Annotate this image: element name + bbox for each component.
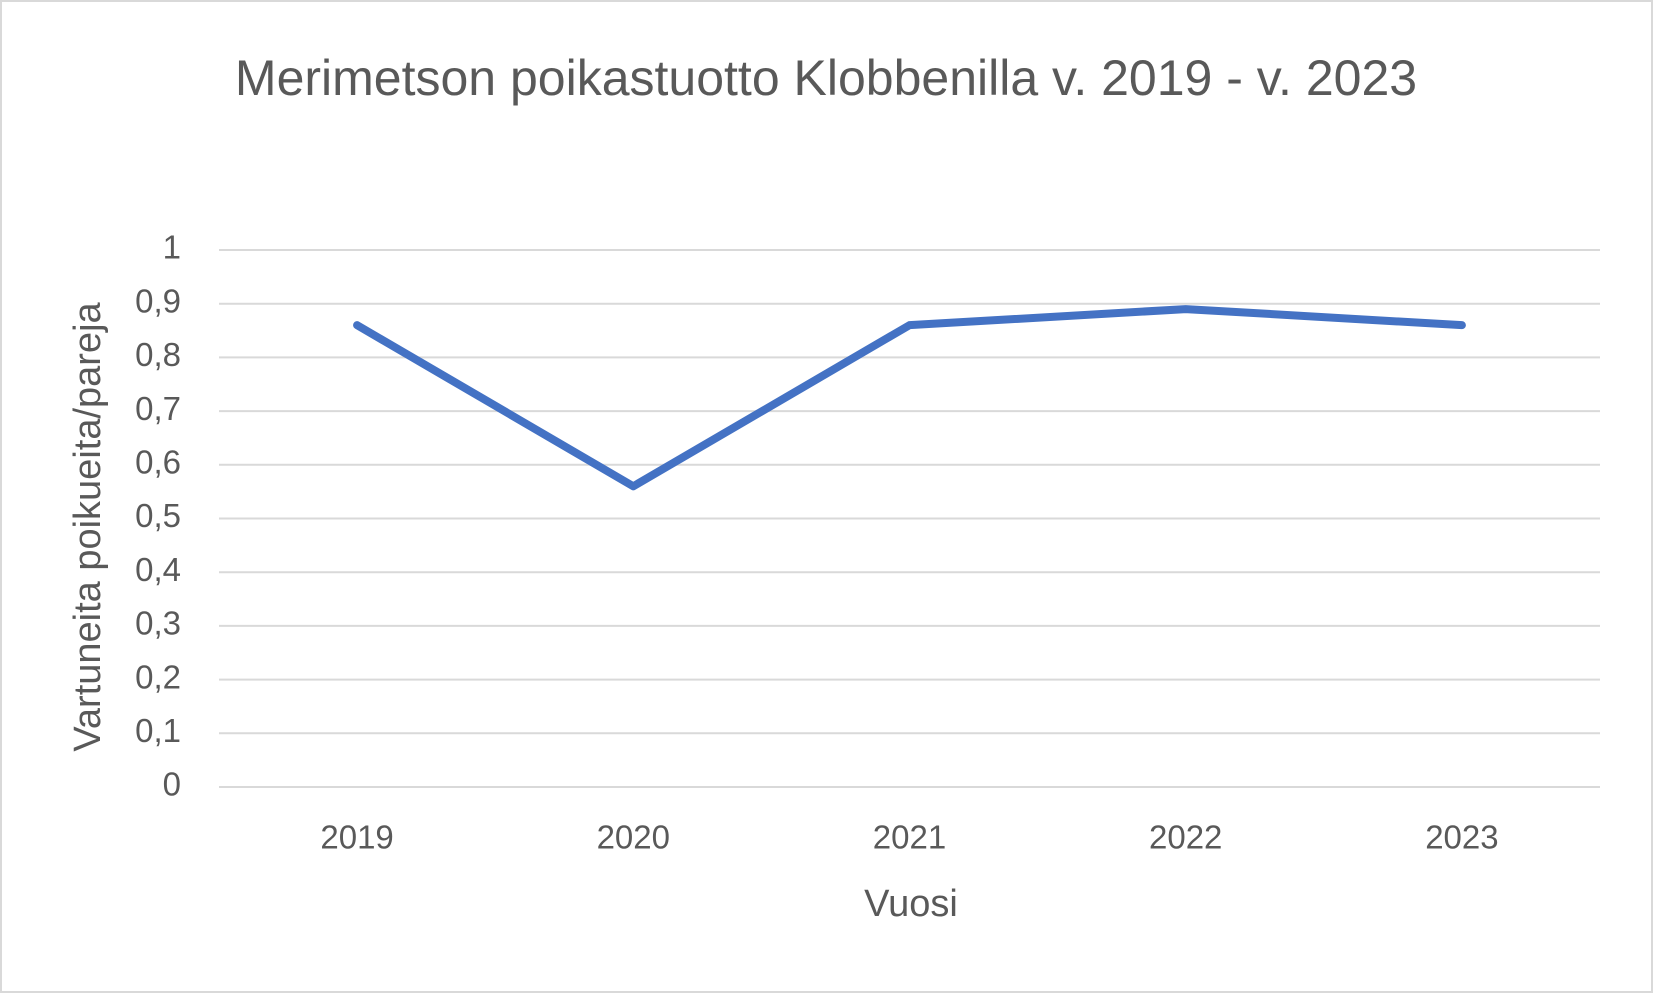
y-tick-label: 1 — [163, 229, 181, 266]
chart-title: Merimetson poikastuotto Klobbenilla v. 2… — [234, 50, 1418, 106]
y-tick-label: 0,3 — [135, 605, 181, 642]
y-axis-label: Vartuneita poikueita/pareja — [67, 302, 109, 752]
line-series — [353, 305, 1466, 491]
y-tick-label: 0,5 — [135, 497, 181, 534]
y-tick-label: 0,1 — [135, 712, 181, 749]
x-tick-label: 2022 — [1149, 819, 1222, 856]
y-tick-label: 0,4 — [135, 551, 181, 588]
x-tick-label: 2021 — [873, 819, 946, 856]
x-axis-label: Vuosi — [864, 883, 958, 925]
y-tick-label: 0,8 — [135, 336, 181, 373]
x-tick-label: 2019 — [320, 819, 393, 856]
y-tick-label: 0 — [163, 766, 181, 803]
x-tick-label: 2023 — [1425, 819, 1498, 856]
x-tick-label: 2020 — [597, 819, 670, 856]
y-tick-label: 0,2 — [135, 658, 181, 695]
y-tick-label: 0,9 — [135, 282, 181, 319]
y-tick-label: 0,6 — [135, 444, 181, 481]
y-tick-label: 0,7 — [135, 390, 181, 427]
